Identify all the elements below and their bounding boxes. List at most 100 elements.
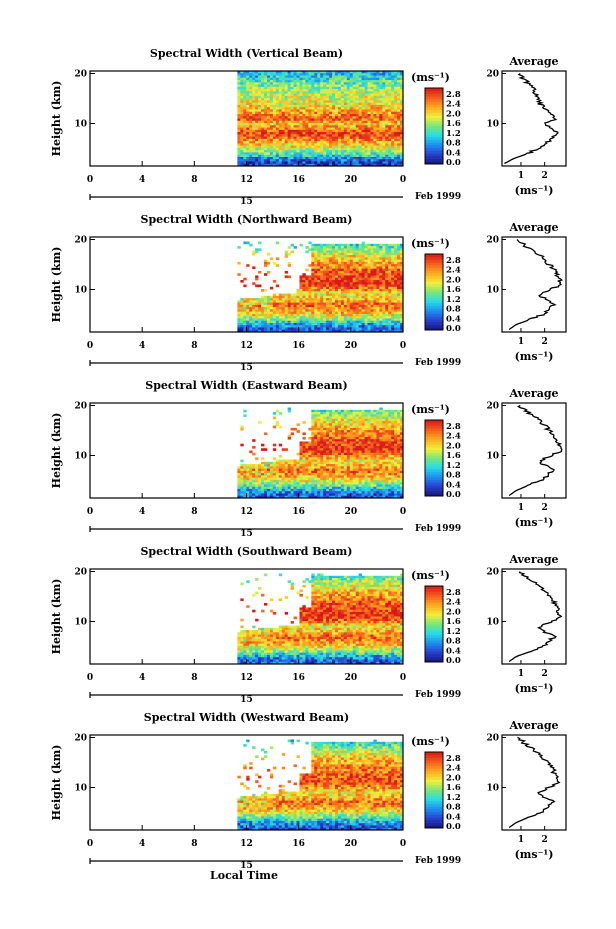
heatmap-cell	[329, 125, 333, 128]
heatmap-cell	[367, 116, 371, 119]
heatmap-cell	[394, 77, 398, 81]
heatmap-cell	[334, 293, 339, 297]
heatmap-cell	[293, 125, 297, 128]
heatmap-cell	[261, 311, 265, 315]
heatmap-cell	[305, 89, 309, 92]
heatmap-cell	[385, 104, 389, 108]
heatmap-cell	[382, 250, 386, 254]
heatmap-cell	[349, 302, 354, 306]
heatmap-cell	[397, 423, 401, 427]
heatmap-cell	[373, 450, 377, 454]
heatmap-cell	[311, 107, 315, 110]
heatmap-cell	[367, 289, 371, 292]
heatmap-cell	[258, 318, 262, 322]
heatmap-cell	[343, 73, 348, 76]
heatmap-cell	[252, 82, 256, 85]
heatmap-cell	[340, 418, 345, 422]
heatmap-cell	[261, 298, 265, 301]
heatmap-cell	[317, 264, 321, 267]
heatmap-cell	[278, 123, 283, 126]
heatmap-cell	[299, 452, 303, 456]
profile-x-tick-label: 1	[518, 171, 524, 181]
colorbar-tick-label: 0.4	[446, 314, 461, 324]
heatmap-cell	[388, 450, 392, 454]
heatmap-cell	[370, 443, 374, 447]
heatmap-cell	[269, 147, 274, 151]
heatmap-cell	[305, 118, 309, 122]
heatmap-cell	[261, 73, 265, 76]
heatmap-cell	[361, 123, 365, 126]
heatmap-cell	[343, 159, 348, 162]
heatmap-cell	[340, 264, 345, 267]
heatmap-cell	[284, 75, 289, 79]
heatmap-cell	[252, 309, 256, 313]
heatmap-cell	[290, 304, 294, 308]
heatmap-cell	[355, 84, 360, 88]
heatmap-cell	[314, 282, 318, 285]
heatmap-cell	[311, 138, 315, 142]
heatmap-cell	[329, 416, 333, 420]
heatmap-cell	[299, 102, 303, 106]
heatmap-cell	[323, 93, 327, 97]
heatmap-cell	[243, 80, 247, 83]
colorbar-step	[425, 286, 443, 290]
heatmap-cell	[382, 327, 386, 331]
profile-unit: (ms⁻¹)	[515, 350, 554, 363]
heatmap-cell	[261, 91, 265, 95]
heatmap-cell	[317, 255, 321, 258]
heatmap-cell	[296, 127, 300, 131]
heatmap-cell	[334, 445, 339, 449]
heatmap-cell	[394, 147, 398, 151]
heatmap-cell	[352, 132, 357, 135]
heatmap-cell	[296, 298, 300, 301]
heatmap-cell	[252, 250, 256, 254]
heatmap-cell	[332, 457, 336, 460]
heatmap-cell	[364, 286, 368, 290]
heatmap-cell	[266, 93, 271, 97]
heatmap-cell	[329, 268, 333, 272]
heatmap-cell	[311, 412, 315, 415]
heatmap-cell	[240, 427, 244, 431]
heatmap-cell	[243, 327, 247, 331]
heatmap-cell	[346, 102, 351, 106]
heatmap-cell	[326, 298, 330, 301]
heatmap-cell	[249, 145, 253, 149]
heatmap-cell	[317, 311, 321, 315]
heatmap-cell	[237, 329, 241, 333]
heatmap-cell	[355, 71, 360, 74]
heatmap-cell	[391, 302, 395, 306]
profile-x-tick-label: 2	[542, 171, 548, 181]
heatmap-cell	[358, 71, 362, 74]
heatmap-cell	[394, 118, 398, 122]
heatmap-cell	[332, 289, 336, 292]
heatmap-cell	[261, 116, 265, 119]
heatmap-cell	[299, 71, 303, 74]
heatmap-cell	[326, 98, 330, 101]
heatmap-cell	[358, 432, 362, 436]
heatmap-cell	[332, 434, 336, 438]
heatmap-cell	[332, 418, 336, 422]
heatmap-cell	[311, 113, 315, 117]
heatmap-cell	[275, 322, 280, 326]
heatmap-cell	[299, 127, 303, 131]
heatmap-cell	[302, 156, 306, 160]
heatmap-cell	[249, 327, 253, 331]
heatmap-cell	[329, 316, 333, 319]
heatmap-cell	[255, 316, 259, 319]
heatmap-cell	[370, 118, 374, 122]
heatmap-cell	[343, 147, 348, 151]
heatmap-cell	[349, 425, 354, 429]
heatmap-cell	[311, 291, 315, 294]
heatmap-cell	[323, 270, 327, 274]
heatmap-cell	[352, 71, 357, 74]
heatmap-cell	[358, 152, 362, 156]
heatmap-cell	[252, 86, 256, 90]
heatmap-cell	[382, 455, 386, 458]
heatmap-cell	[326, 409, 330, 413]
heatmap-cell	[358, 320, 362, 324]
heatmap-cell	[394, 116, 398, 119]
heatmap-cell	[334, 246, 339, 249]
heatmap-cell	[320, 104, 324, 108]
colorbar-step	[425, 150, 443, 154]
heatmap-cell	[397, 82, 401, 85]
